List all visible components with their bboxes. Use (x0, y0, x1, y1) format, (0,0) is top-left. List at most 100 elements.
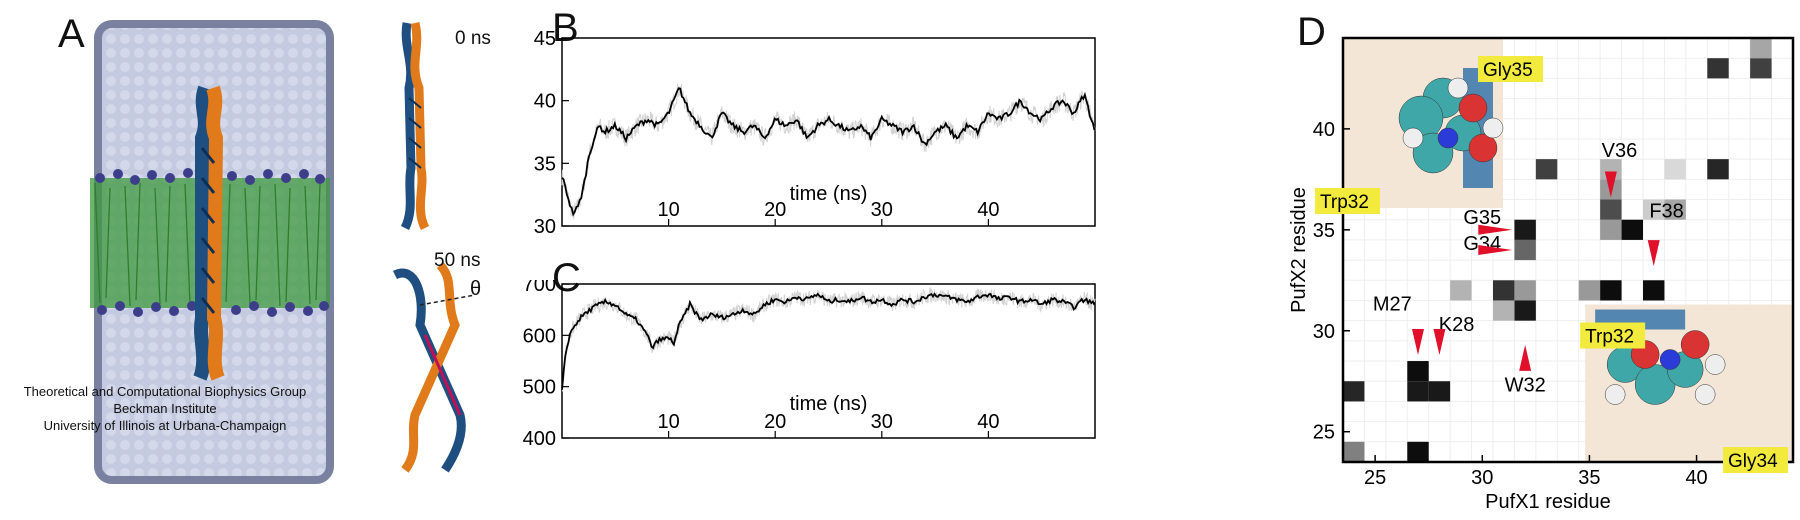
residue-annotation-label: G35 (1463, 207, 1501, 229)
plot-frame (561, 283, 1096, 439)
contact-map-chart: 25 30 35 40 25 30 35 40 PufX1 residue PufX2 resid… (1288, 36, 1795, 513)
contact-cell (1707, 58, 1729, 79)
contact-cell (1578, 280, 1601, 301)
contact-cell (1493, 300, 1515, 321)
residue-highlight-box (1723, 447, 1788, 473)
residue-highlight-box (1478, 56, 1543, 82)
contact-cell (1535, 159, 1558, 180)
pufx-helix-dimer (193, 85, 225, 381)
y-tick-label: 40 (1313, 119, 1335, 141)
y-tick-label: 400 (523, 428, 556, 450)
inset-trp32-gly34-spheres (1585, 304, 1793, 462)
x-axis-label: time (ns) (790, 183, 868, 205)
y-tick-label: 700 (523, 280, 556, 296)
panel-b-label: B (552, 6, 579, 50)
atom-sphere (1402, 127, 1424, 149)
y-tick-label: 30 (534, 216, 556, 238)
residue-highlight-box (1315, 188, 1380, 214)
panel-c-label: C (552, 256, 581, 300)
contact-cell (1664, 199, 1686, 220)
residue-highlight-label: Gly34 (1728, 451, 1778, 472)
snapshot-50ns-label: 50 ns (434, 250, 481, 271)
red-arrow-marker (1604, 171, 1617, 198)
atom-sphere (1694, 384, 1716, 405)
contact-cell (1343, 441, 1365, 462)
y-tick-label: 35 (1313, 220, 1335, 242)
residue-annotation-label: F38 (1649, 201, 1683, 223)
y-axis-label: PufX2 residue (1288, 187, 1310, 313)
x-tick-label: 20 (764, 411, 786, 433)
contact-cell (1450, 280, 1472, 301)
atom-sphere (1604, 384, 1626, 405)
y-tick-label: 25 (1313, 422, 1335, 444)
x-axis-label: time (ns) (790, 393, 868, 415)
y-tick-label: 35 (534, 153, 556, 175)
panel-a-label: A (58, 12, 85, 56)
contact-cell (1707, 159, 1729, 180)
smoothed-trace-line (561, 292, 1096, 390)
raw-trace-line (561, 287, 1096, 392)
contact-cell (1600, 219, 1622, 240)
credit-line-2: Beckman Institute (113, 401, 217, 416)
y-tick-label: 45 (534, 30, 556, 50)
contact-cell (1664, 159, 1686, 180)
contact-cell (1514, 280, 1536, 301)
credit-text: Theoretical and Computational Biophysics… (0, 383, 330, 434)
snapshot-50ns-structure (392, 261, 476, 473)
x-tick-label: 10 (657, 199, 679, 221)
atom-sphere (1704, 354, 1726, 375)
contact-cell (1750, 58, 1772, 79)
contact-cell (1514, 219, 1536, 240)
red-arrow-marker (1519, 344, 1532, 371)
y-tick-label: 30 (1313, 321, 1335, 343)
y-tick-label: 500 (523, 377, 556, 399)
snapshot-0ns-structure (400, 21, 430, 231)
y-tick-label: 40 (534, 91, 556, 113)
theta-label: θ (470, 278, 482, 300)
atom-sphere (1482, 117, 1504, 139)
x-tick-label: 30 (871, 411, 893, 433)
residue-annotation-label: M27 (1373, 294, 1412, 316)
residue-highlight-box (1580, 322, 1646, 349)
smoothed-trace-line (561, 87, 1096, 217)
contact-cell (1407, 361, 1429, 382)
residue-annotation-label: K28 (1439, 314, 1475, 336)
red-arrow-marker (1478, 245, 1513, 255)
y-tick-label: 600 (523, 325, 556, 347)
atom-sphere (1458, 93, 1488, 123)
atom-sphere (1680, 330, 1710, 359)
contact-cell (1493, 280, 1515, 301)
contact-cell (1600, 280, 1622, 301)
residue-highlight-label: Trp32 (1320, 192, 1369, 213)
contact-cell (1750, 38, 1772, 59)
residue-annotation-label: V36 (1602, 140, 1638, 162)
atom-sphere (1659, 349, 1681, 370)
contact-cell (1407, 441, 1429, 462)
snapshot-0ns-label: 0 ns (455, 28, 491, 49)
panel-d-label: D (1297, 10, 1326, 54)
residue-highlight-label: Gly35 (1483, 60, 1533, 81)
contact-cell (1514, 300, 1536, 321)
x-tick-label: 10 (657, 411, 679, 433)
red-arrow-marker (1412, 328, 1424, 355)
residue-annotation-label: W32 (1505, 374, 1546, 396)
contact-cell (1643, 199, 1665, 220)
inset-trp32-gly35-spheres (1343, 38, 1504, 208)
contact-cell (1428, 381, 1451, 402)
contact-cell (1600, 199, 1622, 220)
x-tick-label: 40 (977, 199, 999, 221)
credit-line-1: Theoretical and Computational Biophysics… (23, 384, 307, 399)
atom-sphere (1437, 127, 1459, 149)
x-tick-label: 35 (1578, 467, 1600, 489)
x-tick-label: 25 (1364, 467, 1386, 489)
red-arrow-marker (1478, 224, 1513, 235)
x-axis-label: PufX1 residue (1485, 491, 1611, 513)
red-arrow-marker (1647, 240, 1660, 267)
credit-line-3: University of Illinois at Urbana-Champai… (43, 418, 287, 433)
atom-sphere (1447, 77, 1469, 99)
contact-cell (1407, 381, 1429, 402)
x-tick-label: 20 (764, 199, 786, 221)
atom-sphere (1468, 133, 1498, 163)
plot-frame (1341, 36, 1795, 464)
